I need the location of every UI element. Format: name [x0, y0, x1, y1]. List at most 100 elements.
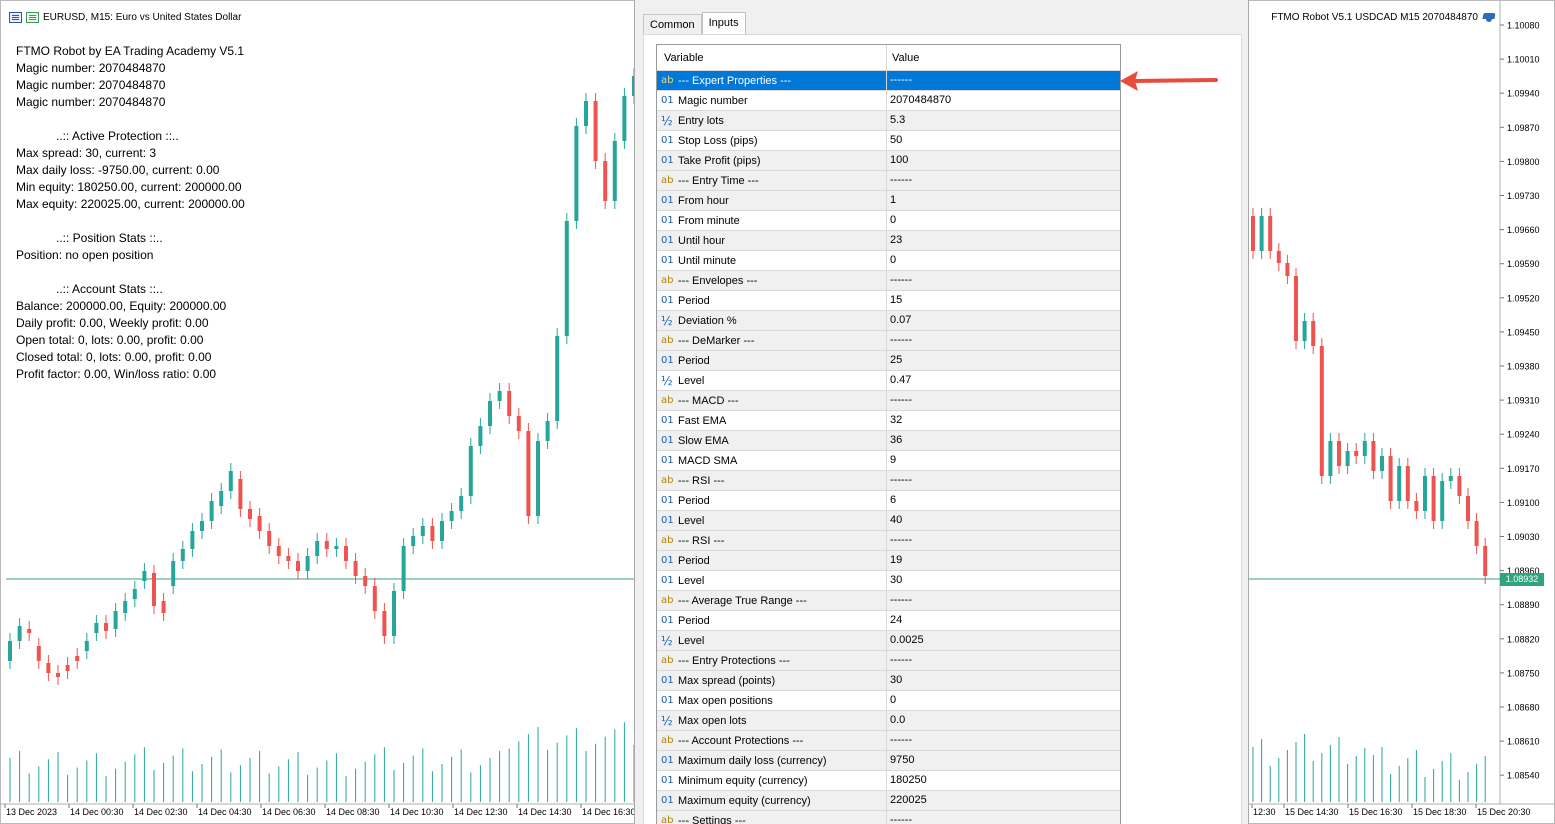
value-cell[interactable]: 0: [890, 694, 897, 706]
value-cell[interactable]: 100: [890, 154, 909, 166]
variable-cell[interactable]: 01 Minimum equity (currency): [657, 771, 887, 790]
value-cell[interactable]: 220025: [890, 794, 927, 806]
table-row[interactable]: 01 Maximum equity (currency) 220025: [657, 791, 1120, 811]
variable-cell[interactable]: ab --- Entry Protections ---: [657, 651, 887, 670]
table-row[interactable]: 01 Stop Loss (pips) 50: [657, 131, 1120, 151]
table-row[interactable]: ½ Deviation % 0.07: [657, 311, 1120, 331]
variable-cell[interactable]: ab --- MACD ---: [657, 391, 887, 410]
value-cell[interactable]: 9750: [890, 754, 915, 766]
value-cell[interactable]: 15: [890, 294, 903, 306]
variable-cell[interactable]: 01 Period: [657, 291, 887, 310]
table-row[interactable]: ab --- Envelopes --- ------: [657, 271, 1120, 291]
value-cell[interactable]: ------: [890, 594, 912, 606]
value-cell[interactable]: ------: [890, 654, 912, 666]
table-row[interactable]: ½ Max open lots 0.0: [657, 711, 1120, 731]
table-row[interactable]: 01 Maximum daily loss (currency) 9750: [657, 751, 1120, 771]
variable-cell[interactable]: ab --- Entry Time ---: [657, 171, 887, 190]
table-row[interactable]: ab --- RSI --- ------: [657, 531, 1120, 551]
variable-cell[interactable]: 01 Period: [657, 351, 887, 370]
column-header-variable[interactable]: Variable: [657, 45, 887, 70]
variable-cell[interactable]: 01 Period: [657, 611, 887, 630]
variable-cell[interactable]: ½ Max open lots: [657, 711, 887, 730]
variable-cell[interactable]: 01 Maximum equity (currency): [657, 791, 887, 810]
variable-cell[interactable]: ab --- DeMarker ---: [657, 331, 887, 350]
table-row[interactable]: 01 Period 19: [657, 551, 1120, 571]
tab-inputs[interactable]: Inputs: [701, 12, 746, 35]
table-row[interactable]: 01 Fast EMA 32: [657, 411, 1120, 431]
variable-cell[interactable]: 01 From minute: [657, 211, 887, 230]
table-row[interactable]: ½ Entry lots 5.3: [657, 111, 1120, 131]
variable-cell[interactable]: 01 Period: [657, 491, 887, 510]
table-row[interactable]: 01 From hour 1: [657, 191, 1120, 211]
table-row[interactable]: 01 Level 40: [657, 511, 1120, 531]
value-cell[interactable]: 9: [890, 454, 897, 466]
variable-cell[interactable]: 01 Maximum daily loss (currency): [657, 751, 887, 770]
value-cell[interactable]: 19: [890, 554, 903, 566]
value-cell[interactable]: 24: [890, 614, 903, 626]
value-cell[interactable]: 5.3: [890, 114, 906, 126]
value-cell[interactable]: ------: [890, 534, 912, 546]
variable-cell[interactable]: 01 From hour: [657, 191, 887, 210]
value-cell[interactable]: 32: [890, 414, 903, 426]
column-header-value[interactable]: Value: [892, 52, 920, 64]
table-row[interactable]: 01 Take Profit (pips) 100: [657, 151, 1120, 171]
table-row[interactable]: 01 Slow EMA 36: [657, 431, 1120, 451]
variable-cell[interactable]: 01 Until hour: [657, 231, 887, 250]
variable-cell[interactable]: ½ Entry lots: [657, 111, 887, 130]
value-cell[interactable]: 36: [890, 434, 903, 446]
variable-cell[interactable]: ab --- Envelopes ---: [657, 271, 887, 290]
value-cell[interactable]: 6: [890, 494, 897, 506]
variable-cell[interactable]: 01 Take Profit (pips): [657, 151, 887, 170]
variable-cell[interactable]: ½ Deviation %: [657, 311, 887, 330]
value-cell[interactable]: 0.0025: [890, 634, 924, 646]
table-row[interactable]: ab --- Expert Properties --- ------: [657, 71, 1120, 91]
variable-cell[interactable]: 01 Max open positions: [657, 691, 887, 710]
table-row[interactable]: ab --- DeMarker --- ------: [657, 331, 1120, 351]
table-row[interactable]: 01 MACD SMA 9: [657, 451, 1120, 471]
table-row[interactable]: ab --- MACD --- ------: [657, 391, 1120, 411]
variable-cell[interactable]: ½ Level: [657, 371, 887, 390]
table-row[interactable]: 01 Period 15: [657, 291, 1120, 311]
table-row[interactable]: ½ Level 0.47: [657, 371, 1120, 391]
expert-properties-dialog[interactable]: Common Inputs Variable Value ab --- Exper…: [634, 0, 1249, 824]
value-cell[interactable]: 50: [890, 134, 903, 146]
variable-cell[interactable]: 01 Max spread (points): [657, 671, 887, 690]
table-row[interactable]: 01 Level 30: [657, 571, 1120, 591]
table-row[interactable]: 01 Max open positions 0: [657, 691, 1120, 711]
variable-cell[interactable]: 01 Fast EMA: [657, 411, 887, 430]
table-row[interactable]: ab --- Account Protections --- ------: [657, 731, 1120, 751]
value-cell[interactable]: ------: [890, 814, 912, 824]
value-cell[interactable]: 0.47: [890, 374, 912, 386]
table-row[interactable]: 01 Max spread (points) 30: [657, 671, 1120, 691]
value-cell[interactable]: ------: [890, 74, 912, 86]
value-cell[interactable]: 30: [890, 674, 903, 686]
table-row[interactable]: 01 From minute 0: [657, 211, 1120, 231]
variable-cell[interactable]: 01 Magic number: [657, 91, 887, 110]
variable-cell[interactable]: 01 Slow EMA: [657, 431, 887, 450]
graduation-cap-icon[interactable]: [1482, 12, 1496, 23]
inputs-table[interactable]: Variable Value ab --- Expert Properties -…: [656, 44, 1121, 824]
value-cell[interactable]: 40: [890, 514, 903, 526]
table-row[interactable]: ab --- Entry Protections --- ------: [657, 651, 1120, 671]
variable-cell[interactable]: 01 Period: [657, 551, 887, 570]
value-cell[interactable]: 2070484870: [890, 94, 952, 106]
value-cell[interactable]: ------: [890, 734, 912, 746]
value-cell[interactable]: 23: [890, 234, 903, 246]
value-cell[interactable]: 0.0: [890, 714, 906, 726]
value-cell[interactable]: ------: [890, 394, 912, 406]
variable-cell[interactable]: ab --- RSI ---: [657, 531, 887, 550]
variable-cell[interactable]: 01 MACD SMA: [657, 451, 887, 470]
value-cell[interactable]: 0: [890, 254, 897, 266]
table-row[interactable]: 01 Magic number 2070484870: [657, 91, 1120, 111]
variable-cell[interactable]: ab --- RSI ---: [657, 471, 887, 490]
variable-cell[interactable]: 01 Level: [657, 571, 887, 590]
table-row[interactable]: ab --- Average True Range --- ------: [657, 591, 1120, 611]
table-row[interactable]: 01 Period 25: [657, 351, 1120, 371]
value-cell[interactable]: 30: [890, 574, 903, 586]
table-row[interactable]: ½ Level 0.0025: [657, 631, 1120, 651]
value-cell[interactable]: 0: [890, 214, 897, 226]
value-cell[interactable]: 1: [890, 194, 897, 206]
table-row[interactable]: 01 Until hour 23: [657, 231, 1120, 251]
value-cell[interactable]: ------: [890, 334, 912, 346]
table-row[interactable]: ab --- Entry Time --- ------: [657, 171, 1120, 191]
